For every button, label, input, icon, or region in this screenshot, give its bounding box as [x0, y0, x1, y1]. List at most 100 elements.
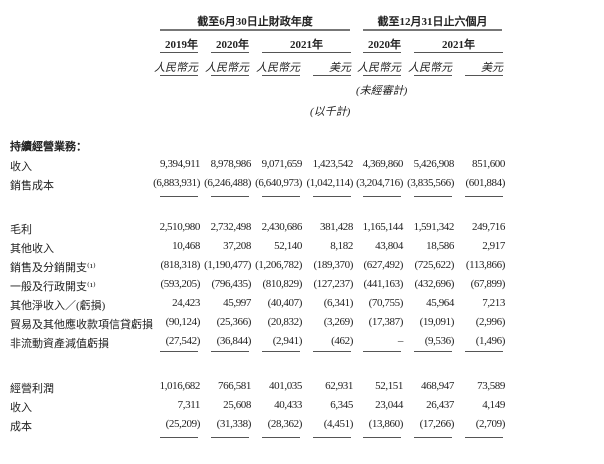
table-cell: 766,581	[218, 380, 251, 392]
table-cell: (113,866)	[465, 259, 505, 271]
table-cell: 10,468	[172, 240, 200, 252]
table-cell: 7,213	[482, 297, 505, 309]
row-label: 一般及行政開支⁽¹⁾	[10, 281, 96, 293]
year-header: 2021年	[290, 39, 323, 51]
table-cell: 6,345	[330, 399, 353, 411]
table-cell: 8,182	[330, 240, 353, 252]
table-cell: (17,266)	[419, 418, 455, 430]
table-cell: 24,423	[172, 297, 200, 309]
subtotal-rule	[211, 437, 249, 438]
table-cell: 9,071,659	[261, 158, 303, 170]
table-cell: (2,709)	[475, 418, 506, 430]
table-cell: 401,035	[269, 380, 302, 392]
unit-note: (以千計)	[310, 106, 351, 118]
table-cell: 45,964	[426, 297, 454, 309]
table-cell: 62,931	[325, 380, 353, 392]
table-cell: 52,140	[274, 240, 302, 252]
table-cell: (40,407)	[267, 297, 303, 309]
table-cell: 45,997	[223, 297, 251, 309]
currency-header: 美元	[329, 62, 351, 74]
subtotal-rule	[465, 351, 503, 352]
table-cell: (70,755)	[368, 297, 404, 309]
subtotal-rule	[363, 437, 401, 438]
subtotal-rule	[313, 437, 351, 438]
table-cell: 9,394,911	[160, 158, 200, 170]
table-cell: 381,428	[320, 221, 353, 233]
subtotal-rule	[160, 437, 198, 438]
currency-header: 人民幣元	[408, 62, 452, 74]
table-cell: (90,124)	[165, 316, 201, 328]
year-header: 2021年	[442, 39, 475, 51]
year-rule	[211, 52, 249, 53]
section-title: 持續經營業務：	[10, 141, 87, 153]
subtotal-rule	[363, 196, 401, 197]
row-label: 經營利潤	[10, 383, 54, 395]
table-cell: 26,437	[426, 399, 454, 411]
table-cell: 40,433	[274, 399, 302, 411]
table-cell: (36,844)	[216, 335, 252, 347]
table-cell: (818,318)	[160, 259, 201, 271]
subtotal-rule	[262, 196, 300, 197]
table-cell: (627,492)	[363, 259, 404, 271]
currency-rule	[160, 75, 198, 76]
table-cell: (9,536)	[424, 335, 455, 347]
row-label: 其他收入	[10, 243, 54, 255]
table-cell: (796,435)	[211, 278, 252, 290]
subtotal-rule	[211, 351, 249, 352]
table-cell: (593,205)	[160, 278, 201, 290]
subtotal-rule	[160, 196, 198, 197]
table-cell: (27,542)	[165, 335, 201, 347]
row-label: 非流動資產減值虧損	[10, 338, 109, 350]
table-cell: 23,044	[375, 399, 403, 411]
table-cell: (31,338)	[216, 418, 252, 430]
table-cell: (6,883,931)	[153, 177, 200, 189]
currency-rule	[363, 75, 401, 76]
table-cell: (20,832)	[267, 316, 303, 328]
table-cell: (2,941)	[272, 335, 303, 347]
table-cell: 1,591,342	[413, 221, 455, 233]
table-cell: (6,246,488)	[204, 177, 251, 189]
table-cell: 37,208	[223, 240, 251, 252]
table-cell: 5,426,908	[413, 158, 455, 170]
year-rule	[160, 52, 198, 53]
row-label: 成本	[10, 421, 32, 433]
table-cell: (67,899)	[470, 278, 506, 290]
row-label: 銷售及分銷開支⁽¹⁾	[10, 262, 96, 274]
table-cell: (601,884)	[465, 177, 506, 189]
currency-header: 人民幣元	[154, 62, 198, 74]
subtotal-rule	[465, 196, 503, 197]
currency-header: 人民幣元	[205, 62, 249, 74]
subtotal-rule	[414, 351, 452, 352]
table-cell: 2,732,498	[210, 221, 252, 233]
table-cell: (432,696)	[414, 278, 455, 290]
table-cell: 249,716	[472, 221, 505, 233]
table-cell: 468,947	[421, 380, 454, 392]
currency-rule	[465, 75, 503, 76]
table-cell: (3,835,566)	[407, 177, 454, 189]
year-rule	[363, 52, 401, 53]
currency-header: 人民幣元	[256, 62, 300, 74]
table-cell: (4,451)	[323, 418, 354, 430]
table-cell: 43,804	[375, 240, 403, 252]
table-cell: 52,151	[375, 380, 403, 392]
table-cell: –	[397, 335, 404, 347]
table-cell: (1,042,114)	[306, 177, 353, 189]
table-cell: (1,496)	[475, 335, 506, 347]
currency-rule	[262, 75, 300, 76]
table-cell: (189,370)	[313, 259, 354, 271]
subtotal-rule	[313, 196, 351, 197]
table-cell: 73,589	[477, 380, 505, 392]
currency-header: 美元	[481, 62, 503, 74]
table-cell: (1,206,782)	[255, 259, 302, 271]
table-cell: (441,163)	[363, 278, 404, 290]
table-cell: 25,608	[223, 399, 251, 411]
table-cell: (25,366)	[216, 316, 252, 328]
currency-rule	[211, 75, 249, 76]
table-cell: (13,860)	[368, 418, 404, 430]
table-cell: (1,190,477)	[204, 259, 251, 271]
table-cell: 4,149	[482, 399, 505, 411]
table-cell: 7,311	[177, 399, 201, 411]
year-rule	[262, 52, 351, 53]
row-label: 其他淨收入／(虧損)	[10, 300, 106, 312]
row-label: 銷售成本	[10, 180, 54, 192]
